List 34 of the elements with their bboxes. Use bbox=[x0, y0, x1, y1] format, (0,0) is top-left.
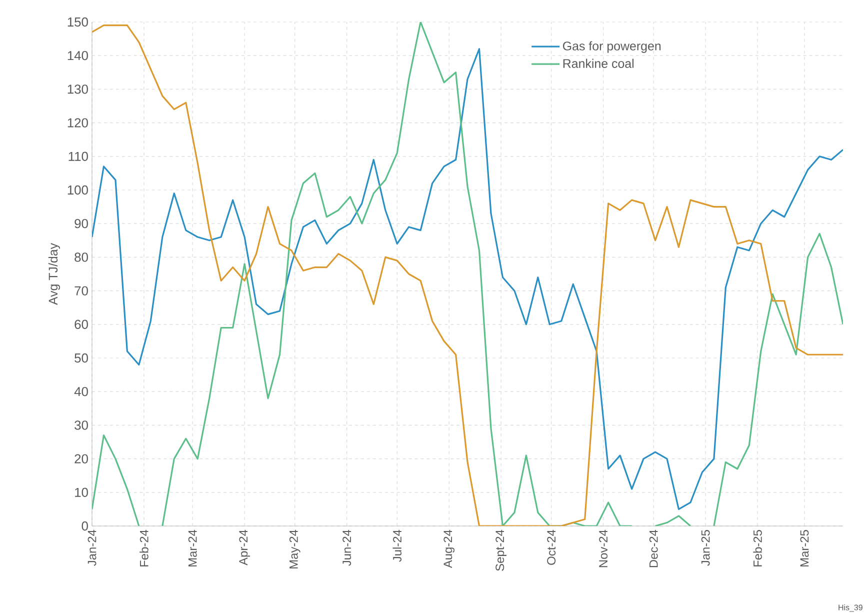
x-tick-label: Jan-25 bbox=[701, 530, 710, 566]
x-tick-label: Mar-25 bbox=[800, 530, 809, 566]
x-tick-label: Dec-24 bbox=[649, 530, 658, 568]
y-axis-title: Avg TJ/day bbox=[48, 243, 60, 305]
x-tick-label: Mar-24 bbox=[188, 530, 197, 566]
x-tick-label: Aug-24 bbox=[444, 530, 454, 568]
legend-label: Gas for powergen bbox=[562, 41, 661, 53]
y-tick-label: 100 bbox=[68, 185, 88, 195]
y-tick-label: 90 bbox=[74, 219, 88, 228]
x-tick-label: Sept-24 bbox=[496, 530, 506, 571]
x-tick-label: Jan-24 bbox=[88, 530, 96, 566]
y-tick-label: 130 bbox=[68, 84, 88, 94]
y-tick-label: 120 bbox=[68, 118, 88, 128]
y-tick-label: 50 bbox=[74, 353, 88, 363]
y-tick-label: 80 bbox=[74, 252, 88, 262]
y-tick-label: 110 bbox=[68, 152, 88, 161]
x-tick-label: Jul-24 bbox=[392, 530, 402, 562]
x-tick-label: Jun-24 bbox=[342, 530, 352, 566]
y-tick-label: 140 bbox=[68, 51, 88, 60]
y-tick-label: 30 bbox=[74, 420, 88, 430]
y-tick-label: 10 bbox=[75, 488, 88, 497]
y-tick-label: 0 bbox=[82, 521, 88, 531]
x-tick-label: Feb-25 bbox=[753, 530, 762, 566]
y-tick-label: 40 bbox=[74, 387, 88, 396]
y-tick-label: 60 bbox=[74, 320, 88, 329]
y-tick-label: 20 bbox=[74, 454, 88, 464]
x-tick-label: Apr-24 bbox=[239, 530, 250, 566]
y-tick-label: 70 bbox=[74, 286, 88, 296]
y-tick-label: 150 bbox=[68, 17, 88, 27]
x-tick-label: Nov-24 bbox=[599, 530, 608, 568]
legend-label: Rankine coal bbox=[563, 58, 634, 68]
x-tick-label: Oct-24 bbox=[547, 530, 556, 565]
x-tick-label: May-24 bbox=[289, 530, 300, 568]
x-tick-label: Feb-24 bbox=[140, 530, 148, 566]
